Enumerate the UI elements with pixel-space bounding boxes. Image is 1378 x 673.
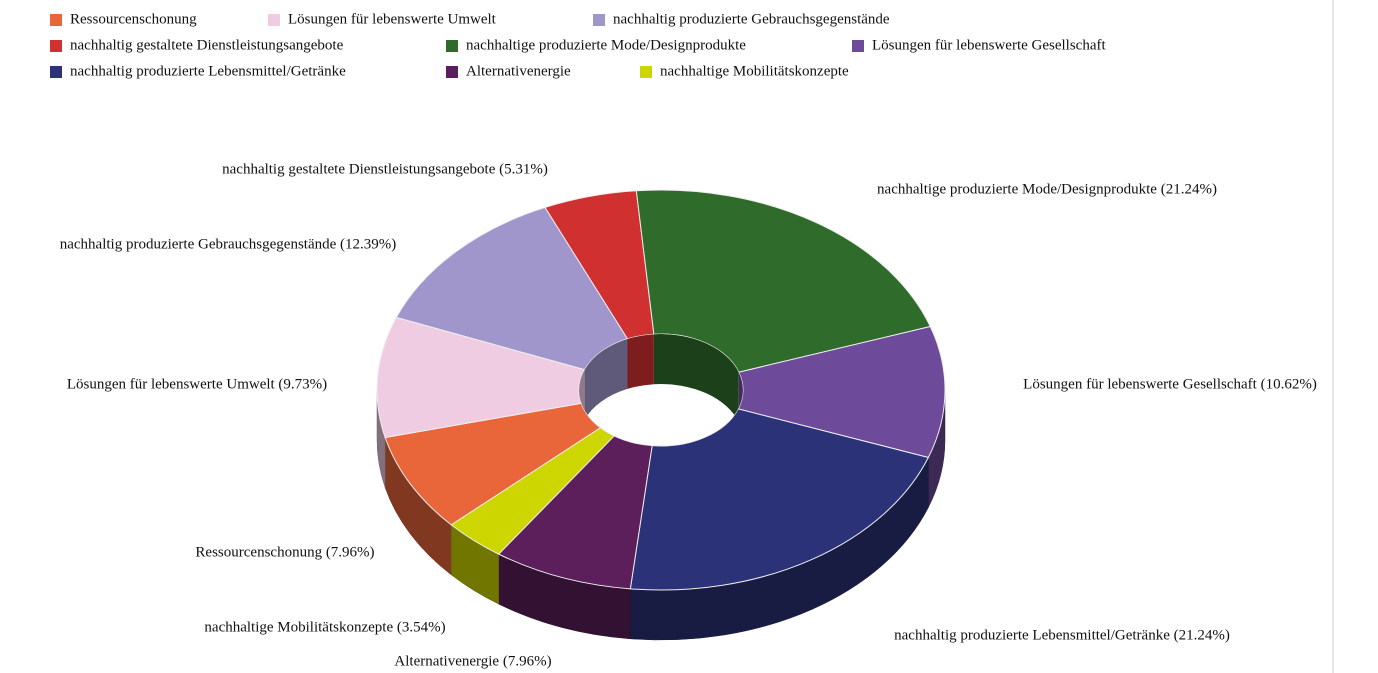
legend-swatch: [50, 66, 62, 78]
legend-swatch: [640, 66, 652, 78]
data-label: Lösungen für lebenswerte Umwelt (9.73%): [67, 376, 327, 392]
slice-inner-wall: [653, 334, 739, 423]
legend-swatch: [446, 40, 458, 52]
data-label: Alternativenergie (7.96%): [394, 653, 551, 669]
legend-swatch: [50, 14, 62, 26]
slice-inner-wall: [584, 338, 628, 420]
slice: [629, 408, 930, 591]
legend-label: Alternativenergie: [466, 63, 571, 79]
legend-label: Lösungen für lebenswerte Umwelt: [288, 11, 497, 27]
legend-swatch: [446, 66, 458, 78]
legend-swatch: [593, 14, 605, 26]
data-label: nachhaltige Mobilitätskonzepte (3.54%): [204, 619, 445, 635]
hole-walls: [579, 334, 743, 440]
data-label: nachhaltig produzierte Gebrauchsgegenstä…: [60, 236, 397, 252]
legend-label: nachhaltig produzierte Lebensmittel/Getr…: [70, 63, 346, 79]
slice: [497, 435, 653, 590]
slice: [450, 427, 615, 555]
slice: [384, 402, 602, 526]
legend-label: nachhaltige produzierte Mode/Designprodu…: [466, 37, 746, 53]
data-label: Ressourcenschonung (7.96%): [195, 544, 374, 560]
data-label: Lösungen für lebenswerte Gesellschaft (1…: [1023, 376, 1317, 392]
legend-label: nachhaltige Mobilitätskonzepte: [660, 63, 849, 79]
legend-swatch: [50, 40, 62, 52]
legend-label: nachhaltig produzierte Gebrauchsgegenstä…: [613, 11, 890, 27]
data-label: nachhaltig produzierte Lebensmittel/Getr…: [894, 627, 1230, 643]
legend-swatch: [268, 14, 280, 26]
data-label: nachhaltige produzierte Mode/Designprodu…: [877, 181, 1217, 197]
legend-label: Lösungen für lebenswerte Gesellschaft: [872, 37, 1106, 53]
legend-swatch: [852, 40, 864, 52]
data-label: nachhaltig gestaltete Dienstleistungsang…: [222, 161, 548, 177]
slice-inner-wall: [627, 334, 654, 389]
legend-label: nachhaltig gestaltete Dienstleistungsang…: [70, 37, 344, 53]
legend-label: Ressourcenschonung: [70, 11, 197, 27]
